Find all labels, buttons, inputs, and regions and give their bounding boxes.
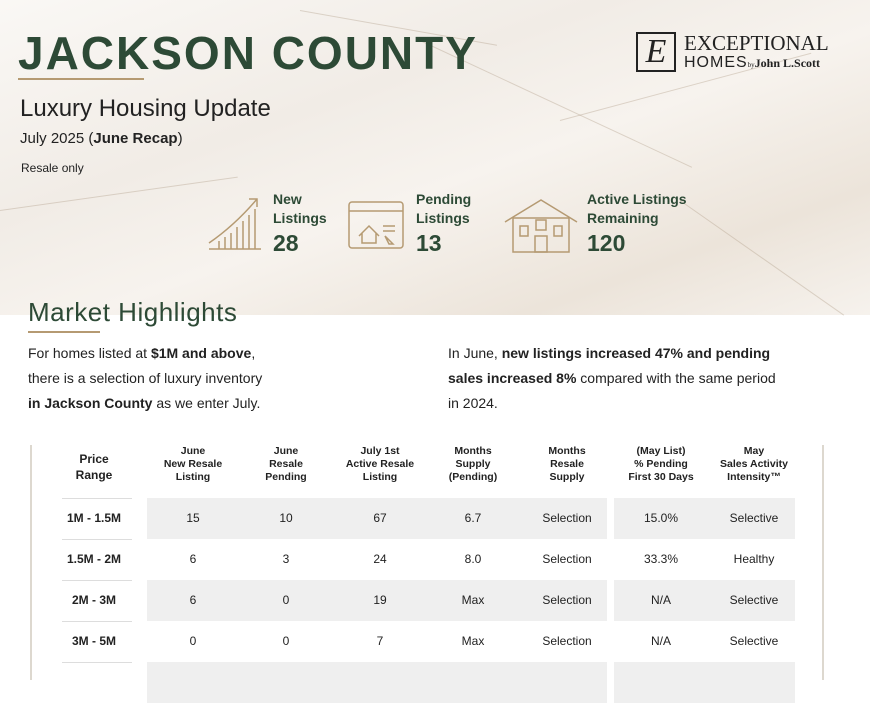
table-cell: 6 xyxy=(189,593,197,607)
column-header: Months Supply (Pending) xyxy=(448,445,498,483)
table-cell: Healthy xyxy=(733,552,775,566)
price-range-cell: 1.5M - 2M xyxy=(66,552,122,566)
table-row xyxy=(32,662,826,703)
table-cell: N/A xyxy=(650,593,672,607)
table-cell: Selection xyxy=(542,593,592,607)
subtitle: Luxury Housing Update xyxy=(20,95,271,122)
table-cell: Selective xyxy=(729,511,779,525)
table-cell: Selective xyxy=(729,593,779,607)
title-underline xyxy=(18,78,144,80)
resale-note: Resale only xyxy=(21,161,84,175)
table-row: 1.5M - 2M 6 3 24 8.0 Selection 33.3% Healthy xyxy=(32,539,826,580)
highlight-right: In June, new listings increased 47% and … xyxy=(448,345,776,411)
table-cell: 0 xyxy=(282,634,290,648)
table-cell: Selection xyxy=(542,552,592,566)
column-header: Months Resale Supply xyxy=(548,445,586,483)
table-cell: 0 xyxy=(189,634,197,648)
table-cell: 15.0% xyxy=(643,511,679,525)
logo-line2: HOMES xyxy=(684,54,748,71)
table-cell: 6 xyxy=(189,552,197,566)
table-cell: 0 xyxy=(282,593,290,607)
table-cell: 3 xyxy=(282,552,290,566)
report-date: July 2025 (June Recap) xyxy=(20,130,183,147)
logo-line1: EXCEPTIONAL xyxy=(684,31,829,55)
table-cell: Max xyxy=(461,593,485,607)
stat-active-listings: Active Listings Remaining 120 xyxy=(587,191,687,256)
logo: E EXCEPTIONAL HOMESbyJohn L.Scott xyxy=(636,32,829,72)
table-cell: Max xyxy=(461,634,485,648)
table-cell: 7 xyxy=(376,634,384,648)
column-header: June New Resale Listing xyxy=(163,445,223,483)
price-range-cell: 3M - 5M xyxy=(71,634,117,648)
table-cell: Selection xyxy=(542,511,592,525)
column-header: (May List)% Pending First 30 Days xyxy=(628,445,694,483)
table-cell: 67 xyxy=(373,511,387,525)
house-icon xyxy=(504,199,578,253)
section-title: Market Highlights xyxy=(28,297,238,327)
price-range-cell: 2M - 3M xyxy=(71,593,117,607)
table-cell: 8.0 xyxy=(464,552,482,566)
table-cell: 33.3% xyxy=(643,552,679,566)
table-row: 2M - 3M 6 0 19 Max Selection N/A Selective xyxy=(32,580,826,621)
highlight-left: For homes listed at $1M and above, there… xyxy=(28,345,263,411)
page-title: JACKSON COUNTY xyxy=(18,27,478,79)
table-cell: Selective xyxy=(729,634,779,648)
stat-pending-listings: Pending Listings 13 xyxy=(416,191,472,256)
table-cell: 19 xyxy=(373,593,387,607)
table-cell: 10 xyxy=(279,511,293,525)
table-cell: N/A xyxy=(650,634,672,648)
browser-house-cursor-icon xyxy=(348,201,404,249)
logo-brand: John L.Scott xyxy=(754,56,821,70)
rising-bar-chart-icon xyxy=(208,198,261,250)
market-table: Price Range June New Resale Listing June Resal… xyxy=(30,445,826,703)
stat-new-listings: New Listings 28 xyxy=(273,191,327,256)
table-row: 3M - 5M 0 0 7 Max Selection N/A Selective xyxy=(32,621,826,662)
section-underline xyxy=(28,331,100,333)
table-cell: Selection xyxy=(542,634,592,648)
logo-mark: E xyxy=(636,32,676,72)
column-header: July 1st Active Resale Listing xyxy=(345,445,415,483)
table-cell: 15 xyxy=(186,511,200,525)
table-cell: 6.7 xyxy=(464,511,482,525)
table-cell: 24 xyxy=(373,552,387,566)
column-header: May Sales Activity Intensity™ xyxy=(720,445,788,483)
column-header: June Resale Pending xyxy=(265,445,307,483)
table-row: 1M - 1.5M 15 10 67 6.7 Selection 15.0% Selectiv… xyxy=(32,498,826,539)
price-range-cell: 1M - 1.5M xyxy=(66,511,122,525)
marble-background xyxy=(0,0,870,316)
column-header: Price Range xyxy=(75,452,113,482)
